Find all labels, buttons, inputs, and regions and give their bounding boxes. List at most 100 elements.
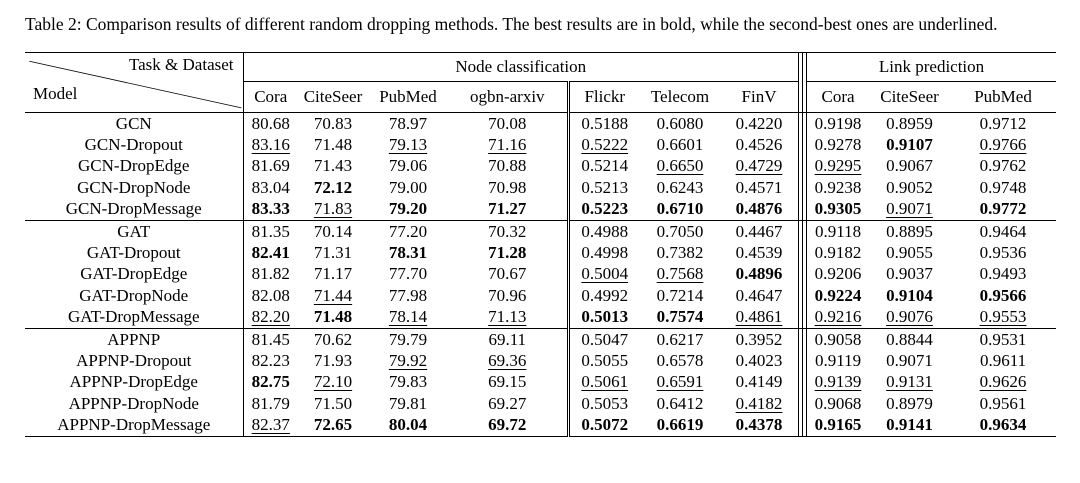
diagonal-line-icon (25, 53, 243, 112)
value-cell: 0.5055 (566, 349, 640, 372)
metric-value: 0.9052 (886, 177, 933, 197)
metric-value: 0.9216 (814, 307, 862, 327)
metric-value: 0.3952 (735, 329, 783, 349)
value-cell: 81.35 (243, 219, 298, 242)
triple-separator (798, 263, 808, 285)
metric-value: 0.9182 (814, 242, 862, 262)
metric-value: 70.88 (488, 156, 527, 176)
table-row: APPNP-DropMessage 82.37 72.65 80.04 69.72 0.5… (25, 414, 1056, 437)
value-cell: 0.5188 (566, 112, 640, 134)
model-name: GCN-DropMessage (25, 198, 244, 221)
metric-value: 71.44 (313, 285, 353, 305)
table-row: GCN-DropMessage 83.33 71.83 79.20 71.27 0.522… (25, 198, 1056, 221)
model-name: GAT-DropEdge (25, 263, 244, 285)
table-row: GCN-DropEdge 81.69 71.43 79.06 70.88 0.5214 0.… (25, 155, 1056, 177)
metric-value: 0.4992 (581, 285, 629, 305)
model-name: GAT (25, 219, 244, 242)
metric-value: 0.9493 (979, 264, 1027, 284)
metric-value: 80.68 (251, 113, 290, 133)
value-cell: 0.9712 (950, 112, 1056, 134)
value-cell: 71.48 (298, 134, 368, 155)
value-cell: 71.31 (298, 242, 368, 263)
model-name: GCN-DropNode (25, 176, 244, 199)
metric-value: 0.6591 (656, 372, 704, 392)
value-cell: 81.45 (243, 327, 298, 350)
metric-value: 0.5061 (581, 372, 629, 392)
metric-value: 0.9165 (814, 415, 862, 435)
metric-value: 0.4378 (735, 415, 783, 435)
value-cell: 71.83 (298, 198, 368, 220)
metric-value: 0.7574 (656, 307, 704, 327)
metric-value: 78.14 (388, 307, 428, 327)
metric-value: 71.27 (488, 199, 527, 219)
value-cell: 69.36 (448, 350, 568, 371)
table-row: GAT-DropEdge 81.82 71.17 77.70 70.67 0.5004 0.… (25, 263, 1056, 285)
column-header-citeseer: CiteSeer (298, 81, 368, 113)
metric-value: 0.4182 (735, 393, 783, 413)
value-cell: 79.81 (368, 393, 448, 414)
triple-separator (798, 52, 808, 81)
metric-value: 77.70 (388, 264, 428, 284)
value-cell: 71.43 (298, 155, 368, 176)
value-cell: 69.15 (448, 371, 568, 392)
triple-separator (798, 349, 808, 372)
metric-value: 0.4861 (735, 307, 783, 327)
value-cell: 0.8959 (869, 112, 950, 134)
metric-value: 0.9131 (886, 372, 933, 392)
metric-value: 0.9119 (814, 350, 862, 370)
metric-value: 79.20 (388, 199, 428, 219)
metric-value: 82.37 (251, 415, 290, 435)
metric-value: 0.6412 (656, 393, 704, 413)
value-cell: 0.9119 (807, 350, 869, 371)
metric-value: 69.36 (488, 350, 527, 370)
metric-value: 0.6710 (656, 199, 704, 219)
metric-value: 0.5055 (581, 350, 629, 370)
value-cell: 71.16 (448, 134, 568, 155)
value-cell: 0.5004 (566, 263, 640, 285)
value-cell: 71.93 (298, 350, 368, 371)
value-cell: 0.9553 (950, 306, 1056, 328)
value-cell: 72.12 (298, 177, 368, 198)
value-cell: 70.67 (448, 263, 568, 284)
model-name: GAT-DropMessage (25, 306, 244, 329)
value-cell: 70.32 (448, 219, 568, 242)
metric-value: 0.9071 (886, 350, 933, 370)
metric-value: 0.9198 (814, 113, 862, 133)
value-cell: 0.9206 (807, 263, 869, 284)
metric-value: 82.23 (251, 350, 290, 370)
table-row: APPNP 81.45 70.62 79.79 69.11 0.5047 0.6217 0.3… (25, 327, 1057, 350)
value-cell: 0.7382 (640, 242, 720, 263)
value-cell: 82.37 (243, 414, 298, 436)
metric-value: 0.9068 (814, 393, 862, 413)
value-cell: 82.20 (243, 306, 298, 328)
value-cell: 70.96 (448, 285, 568, 306)
value-cell: 71.17 (298, 263, 368, 284)
value-cell: 0.4526 (720, 134, 798, 155)
value-cell: 77.98 (368, 285, 448, 306)
triple-separator (798, 241, 808, 264)
metric-value: 0.9772 (979, 199, 1027, 219)
value-cell: 79.13 (368, 134, 448, 155)
value-cell: 0.5061 (566, 371, 640, 393)
value-cell: 83.04 (243, 177, 298, 198)
value-cell: 0.9634 (950, 414, 1056, 436)
metric-value: 0.4988 (581, 221, 629, 241)
metric-value: 0.4647 (735, 285, 783, 305)
value-cell: 82.23 (243, 350, 298, 371)
value-cell: 71.50 (298, 393, 368, 414)
metric-value: 0.4023 (735, 350, 783, 370)
value-cell: 0.5214 (566, 155, 640, 177)
metric-value: 82.41 (251, 242, 290, 262)
metric-value: 0.9141 (886, 415, 933, 435)
metric-value: 0.6578 (656, 350, 704, 370)
value-cell: 0.7214 (640, 285, 720, 306)
metric-value: 71.16 (488, 134, 527, 154)
metric-value: 0.9206 (814, 264, 862, 284)
value-cell: 0.9067 (869, 155, 950, 176)
value-cell: 81.69 (243, 155, 298, 176)
value-cell: 0.6650 (640, 155, 720, 176)
value-cell: 0.9055 (869, 242, 950, 263)
triple-separator (798, 81, 808, 113)
value-cell: 71.13 (448, 306, 568, 328)
metric-value: 0.9238 (814, 177, 862, 197)
